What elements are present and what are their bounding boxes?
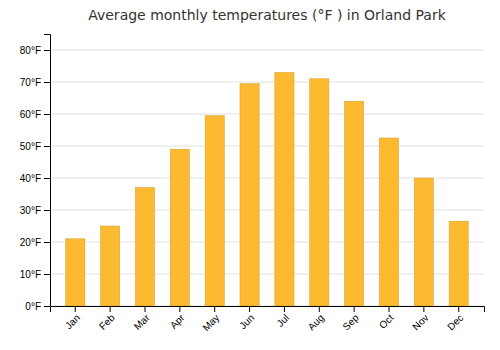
tick: 10°F (20, 269, 50, 280)
tick-mark (319, 306, 320, 312)
bars (66, 72, 469, 306)
tick-mark (354, 306, 355, 312)
tick: Oct (377, 306, 396, 331)
tick: Dec (445, 306, 465, 332)
grid-line (50, 50, 484, 51)
grid-line (50, 114, 484, 115)
tick-mark (249, 306, 250, 312)
tick-mark (44, 210, 50, 211)
tick-mark (284, 306, 285, 312)
tick-mark (44, 82, 50, 83)
tick-mark (423, 306, 424, 312)
tick-mark (44, 178, 50, 179)
tick-label: 20°F (20, 237, 41, 248)
axis-line (51, 307, 485, 313)
tick: Sep (341, 306, 362, 332)
bar (310, 79, 329, 306)
tick-mark (179, 306, 180, 312)
tick-mark (44, 306, 50, 307)
tick-mark (44, 242, 50, 243)
tick: 40°F (20, 173, 50, 184)
y-axis: 0°F 10°F 20°F 30°F 40°F 50°F 60°F 70°F 80°F (20, 35, 51, 312)
tick-label: Apr (168, 312, 187, 331)
tick-mark (75, 306, 76, 312)
tick-mark (44, 146, 50, 147)
tick-label: 70°F (20, 77, 41, 88)
tick-mark (44, 114, 50, 115)
tick-label: Aug (306, 312, 326, 332)
tick: 0°F (25, 301, 50, 312)
tick: 70°F (20, 77, 50, 88)
tick-mark (214, 306, 215, 312)
tick: Nov (410, 306, 430, 332)
bar (170, 149, 189, 306)
chart-title: Average monthly temperatures (°F ) in Or… (88, 7, 446, 23)
tick: 30°F (20, 205, 50, 216)
bar (205, 116, 224, 306)
tick-label: 0°F (25, 301, 41, 312)
tick-label: 10°F (20, 269, 41, 280)
tick-mark (44, 274, 50, 275)
tick: 20°F (20, 237, 50, 248)
chart-svg: 0°F 10°F 20°F 30°F 40°F 50°F 60°F 70°F 80°F Jan Fe… (0, 0, 500, 350)
tick-label: 50°F (20, 141, 41, 152)
tick: Mar (132, 306, 152, 332)
tick-label: Jun (237, 312, 256, 331)
bar (275, 72, 294, 306)
bar (240, 84, 259, 306)
tick-label: 40°F (20, 173, 41, 184)
axis-line (44, 35, 51, 307)
grid (50, 50, 484, 306)
tick-label: 80°F (20, 45, 41, 56)
tick: Jul (274, 306, 291, 329)
bar (449, 221, 468, 306)
bar (414, 178, 433, 306)
tick-label: 30°F (20, 205, 41, 216)
tick: May (200, 306, 221, 333)
plot-area: 0°F 10°F 20°F 30°F 40°F 50°F 60°F 70°F 80°F Jan Fe… (20, 35, 485, 334)
tick: Aug (306, 306, 326, 332)
tick-label: Oct (377, 312, 396, 331)
tick-mark (458, 306, 459, 312)
tick-label: Sep (341, 312, 362, 333)
tick-mark (144, 306, 145, 312)
grid-line (50, 146, 484, 147)
bar (345, 101, 364, 306)
bar (66, 239, 85, 306)
bar (101, 226, 120, 306)
tick: Jun (237, 306, 256, 331)
tick: Feb (97, 306, 117, 332)
tick-label: Nov (410, 312, 430, 332)
grid-line (50, 82, 484, 83)
tick-label: Feb (97, 312, 117, 332)
bar (379, 138, 398, 306)
tick: 60°F (20, 109, 50, 120)
tick-label: May (200, 312, 221, 333)
tick: Jan (63, 306, 82, 331)
tick-label: Mar (132, 312, 152, 332)
tick-label: Jul (274, 312, 291, 329)
tick-mark (110, 306, 111, 312)
tick-label: 60°F (20, 109, 41, 120)
bar (135, 188, 154, 306)
tick: Apr (168, 306, 187, 331)
tick-mark (389, 306, 390, 312)
tick-label: Jan (63, 312, 82, 331)
tick-mark (44, 50, 50, 51)
tick-label: Dec (445, 312, 465, 332)
tick: 50°F (20, 141, 50, 152)
tick: 80°F (20, 45, 50, 56)
x-axis: Jan Feb Mar Apr May Jun Jul Aug Sep Oct Nov Dec (51, 306, 485, 333)
